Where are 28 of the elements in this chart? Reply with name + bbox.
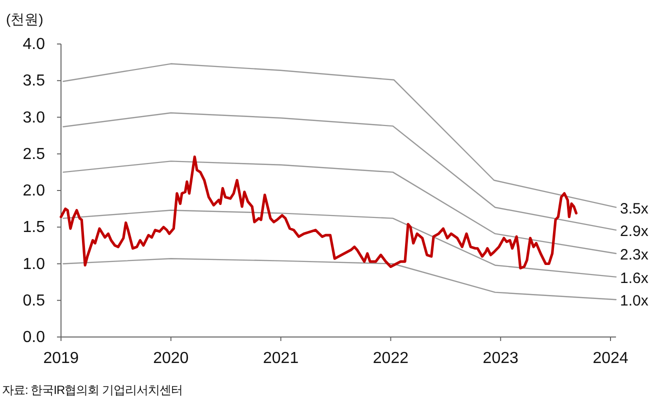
y-tick-label: 1.5 bbox=[22, 219, 46, 236]
text: 자료: 한국IR협의회 기업리서치센터 bbox=[2, 383, 183, 397]
line-series bbox=[62, 63, 617, 208]
line-series bbox=[62, 258, 617, 300]
x-tick-label: 2019 bbox=[43, 350, 79, 367]
x-tick-label: 2020 bbox=[153, 350, 189, 367]
line-series bbox=[62, 112, 617, 231]
x-tick-label: 2022 bbox=[372, 350, 409, 367]
line-series bbox=[62, 210, 617, 278]
series-label: 1.0x bbox=[620, 292, 649, 310]
y-tick-label: 3.5 bbox=[22, 72, 46, 90]
series-label: 2.3x bbox=[620, 246, 649, 264]
y-tick-label: 1.0 bbox=[22, 256, 46, 273]
y-tick-label: 4.0 bbox=[22, 36, 46, 53]
line-series bbox=[62, 160, 617, 254]
y-axis-title: (천원) bbox=[6, 11, 44, 27]
y-tick-label: 0.5 bbox=[22, 292, 46, 310]
series-label: 1.6x bbox=[620, 270, 649, 287]
x-tick-label: 2023 bbox=[482, 350, 518, 367]
y-tick-label: 3.0 bbox=[22, 109, 46, 126]
x-tick-label: 2024 bbox=[592, 350, 628, 367]
y-tick-label: 2.0 bbox=[22, 182, 46, 200]
y-tick-label: 0.0 bbox=[22, 329, 46, 346]
x-tick-label: 2021 bbox=[263, 350, 299, 367]
line-series bbox=[60, 156, 578, 270]
series-label: 2.9x bbox=[620, 223, 649, 240]
y-tick-label: 2.5 bbox=[22, 146, 46, 163]
series-label: 3.5x bbox=[620, 200, 649, 218]
